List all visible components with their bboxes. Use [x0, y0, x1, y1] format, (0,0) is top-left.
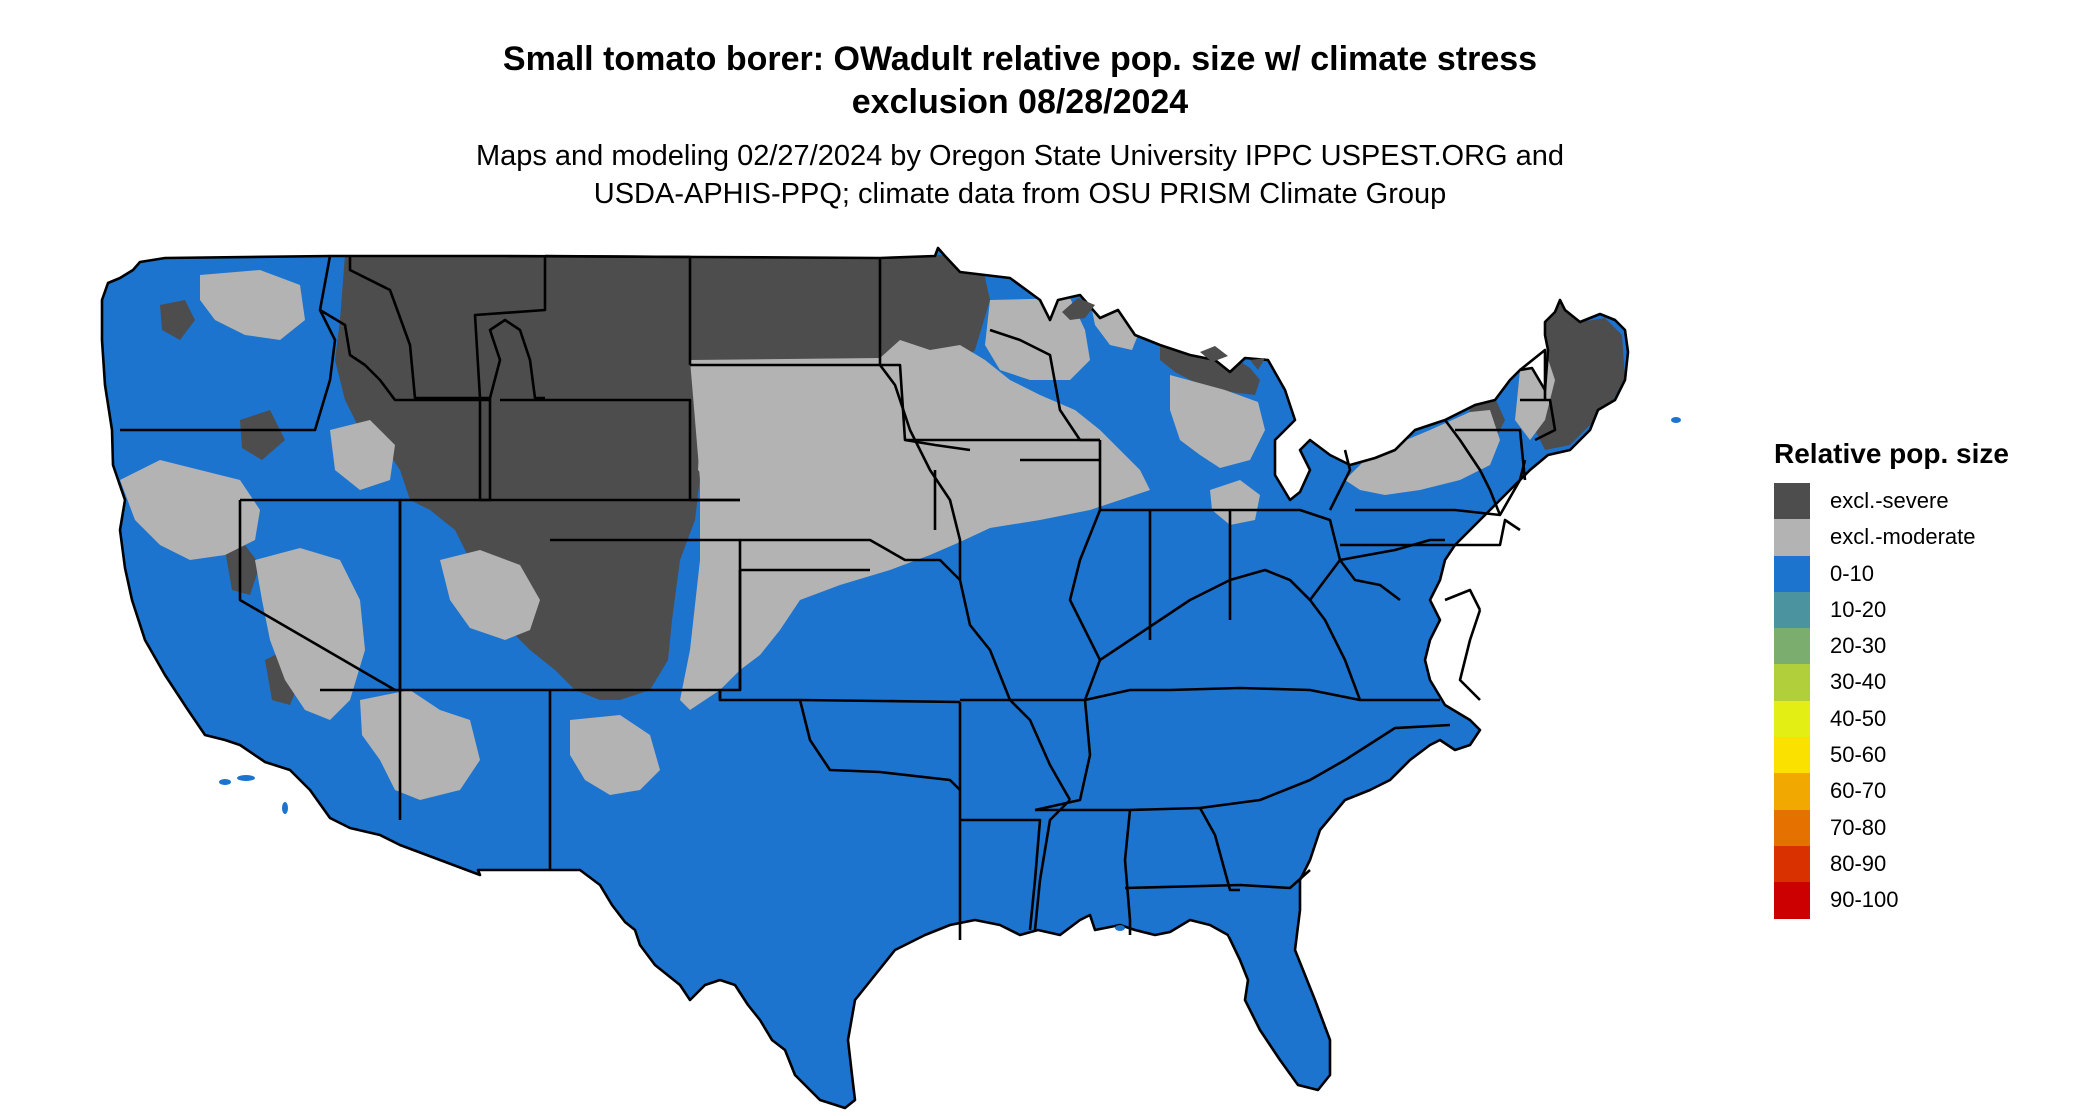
legend-item: 70-80: [1774, 809, 2094, 846]
legend-swatch: [1774, 882, 1810, 919]
moderate-exclusion-areas: [120, 270, 1555, 800]
legend-swatch: [1774, 519, 1810, 556]
legend-item: 40-50: [1774, 700, 2094, 738]
great-lakes-islands: [1062, 298, 1265, 370]
legend-item: 60-70: [1774, 773, 2094, 810]
legend-label: excl.-moderate: [1830, 524, 1976, 550]
map-title-line2: exclusion 08/28/2024: [851, 83, 1189, 121]
legend-swatch: [1774, 591, 1810, 629]
legend-swatch: [1774, 628, 1810, 665]
map-subtitle-line2: USDA-APHIS-PPQ; climate data from OSU PR…: [593, 178, 1447, 210]
legend-label: 0-10: [1830, 560, 1875, 586]
legend-label: 50-60: [1830, 742, 1887, 768]
legend-swatch: [1774, 700, 1810, 738]
legend-title: Relative pop. size: [1774, 438, 2009, 469]
legend-item: 30-40: [1774, 664, 2094, 701]
legend-label: 90-100: [1830, 887, 1899, 913]
legend-swatch: [1774, 664, 1810, 701]
legend-item: excl.-moderate: [1774, 519, 2094, 556]
state-borders: [100, 246, 1630, 1110]
legend: Relative pop. size excl.-severe excl.-mod…: [1774, 437, 2094, 919]
legend-label: 20-30: [1830, 633, 1887, 659]
legend-label: 40-50: [1830, 705, 1887, 731]
legend-swatch: [1774, 845, 1810, 883]
legend-item: 50-60: [1774, 737, 2094, 774]
legend-item: 10-20: [1774, 591, 2094, 629]
legend-label: excl.-severe: [1830, 488, 1949, 513]
legend-item: excl.-severe: [1774, 483, 2094, 520]
legend-label: 10-20: [1830, 596, 1887, 622]
coastal-islands: [219, 417, 1681, 938]
legend-swatch: [1774, 773, 1810, 810]
legend-item: 0-10: [1774, 555, 2094, 592]
map-subtitle-line1: Maps and modeling 02/27/2024 by Oregon S…: [475, 140, 1565, 172]
legend-swatch: [1774, 809, 1810, 846]
legend-label: 70-80: [1830, 814, 1887, 840]
legend-label: 60-70: [1830, 778, 1887, 804]
legend-item: 90-100: [1774, 882, 2094, 919]
legend-label: 30-40: [1830, 669, 1887, 695]
map-title-line1: Small tomato borer: OWadult relative pop…: [502, 40, 1538, 78]
legend-swatch: [1774, 737, 1810, 774]
legend-item: 80-90: [1774, 845, 2094, 883]
legend-swatch: [1774, 555, 1810, 592]
legend-item: 20-30: [1774, 628, 2094, 665]
legend-items: excl.-severe excl.-moderate 0-10 10-20 20-30…: [1774, 483, 2094, 919]
legend-swatch: [1774, 483, 1810, 520]
legend-label: 80-90: [1830, 850, 1887, 876]
